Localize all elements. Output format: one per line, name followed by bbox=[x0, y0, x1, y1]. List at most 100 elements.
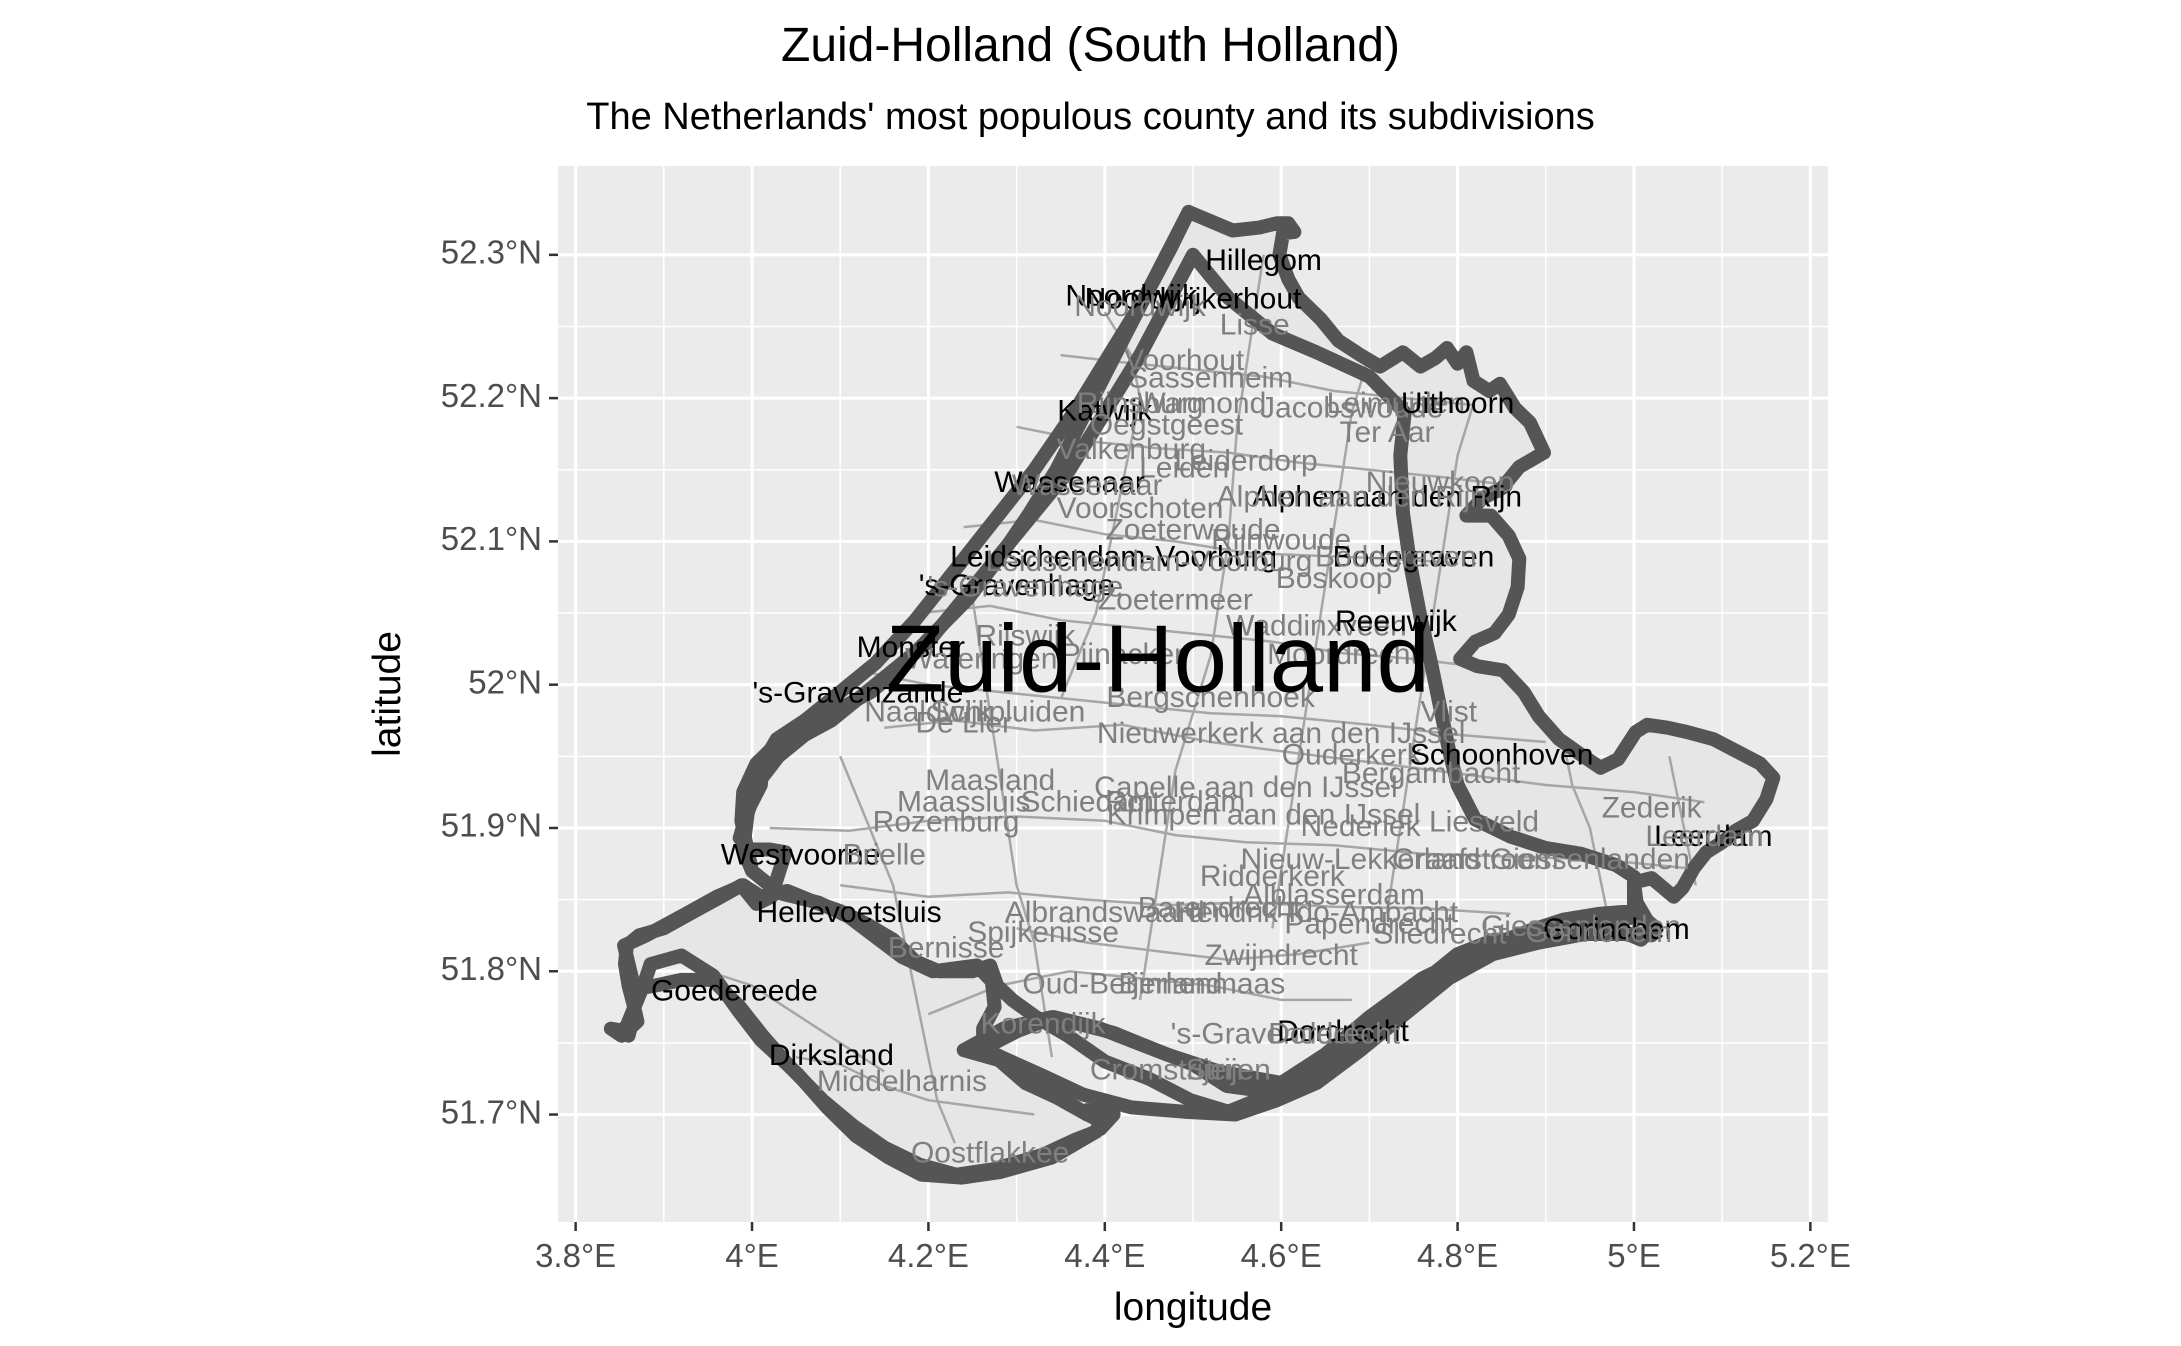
municipality-label: Dirksland bbox=[769, 1039, 894, 1072]
municipality-label: Waddinxveen bbox=[1226, 609, 1407, 642]
municipality-label: Rozenburg bbox=[873, 806, 1020, 839]
municipality-label: Hendrik-Ido-Ambacht bbox=[1175, 896, 1459, 929]
municipality-label: Brielle bbox=[843, 839, 926, 872]
municipality-label: Middelharnis bbox=[817, 1065, 987, 1098]
municipality-label: Oostflakkee bbox=[911, 1137, 1069, 1170]
municipality-label: Goedereede bbox=[651, 975, 818, 1008]
municipality-label: Nieuw-Lekkerland bbox=[1241, 843, 1481, 876]
municipality-borders bbox=[707, 254, 1705, 1144]
municipality-border bbox=[1016, 425, 1502, 486]
municipality-label: 's-Gravenhage bbox=[928, 571, 1124, 604]
municipality-label: Zederik bbox=[1602, 791, 1703, 824]
y-tick-label: 52.3°N bbox=[441, 234, 542, 271]
municipality-label: Alphen aan den Rijn bbox=[1217, 480, 1487, 513]
municipality-label: Giessenlanden bbox=[1481, 910, 1681, 943]
province-label: Zuid-Holland bbox=[886, 605, 1430, 712]
province-fill bbox=[624, 211, 1774, 1178]
municipality-label: Wassenaar bbox=[994, 466, 1145, 499]
y-tick-label: 51.8°N bbox=[441, 950, 542, 987]
y-axis: 51.7°N 51.8°N 51.9°N 52°N 52.1°N 52.2°N 52.3°N bbox=[441, 234, 558, 1130]
municipality-label: Bergambacht bbox=[1342, 757, 1521, 790]
municipality-label: Capelle aan den IJssel bbox=[1094, 771, 1398, 804]
municipality-label: Alphen aan den Rijn bbox=[1252, 480, 1522, 513]
municipality-label: Rijnsburg bbox=[1077, 387, 1204, 420]
municipality-label: Gorinchem bbox=[1543, 913, 1690, 946]
municipality-label: Nieuwerkerk aan den IJssel bbox=[1097, 717, 1466, 750]
municipality-label: Zoetermeer bbox=[1098, 584, 1253, 617]
municipality-label: Korendijk bbox=[981, 1008, 1107, 1041]
x-axis-title: longitude bbox=[1114, 1286, 1272, 1329]
municipality-label: Papendrecht bbox=[1284, 907, 1455, 940]
municipality-label: Giessenlanden bbox=[1490, 843, 1690, 876]
municipality-label: Ter Aar bbox=[1340, 416, 1435, 449]
municipality-label: Oud-Beijerland bbox=[1022, 968, 1222, 1001]
municipality-label: Ridderkerk bbox=[1200, 860, 1346, 893]
province-area bbox=[624, 211, 1774, 1178]
municipality-label: Schipluiden bbox=[930, 695, 1085, 728]
coast-outline bbox=[632, 972, 1121, 1182]
municipality-label: Schiedam bbox=[1020, 786, 1153, 819]
municipality-label: Wateringen bbox=[905, 642, 1057, 675]
municipality-label: Albrandswaard bbox=[1005, 896, 1205, 929]
x-tick-label: 4.2°E bbox=[888, 1237, 969, 1274]
municipality-label: Strijen bbox=[1186, 1053, 1271, 1086]
y-tick-label: 52°N bbox=[468, 663, 542, 700]
municipality-border bbox=[769, 815, 1688, 870]
municipality-label: Boskoop bbox=[1276, 562, 1393, 595]
chart-title: Zuid-Holland (South Holland) bbox=[781, 19, 1400, 72]
municipality-label: Bodegraven bbox=[1333, 541, 1495, 574]
municipality-label: Barendrecht bbox=[1138, 892, 1302, 925]
municipality-label: Graafstroom bbox=[1392, 843, 1559, 876]
municipality-border bbox=[857, 669, 1546, 744]
municipality-label: Alblasserdam bbox=[1243, 879, 1425, 912]
municipality-border bbox=[1138, 254, 1265, 1001]
municipality-label: Noordwijk bbox=[1074, 290, 1207, 323]
municipality-label: Pijnacker bbox=[1061, 638, 1184, 671]
municipality-labels: HillegomHillegomNoordwijkNoordwijkerhout… bbox=[651, 244, 1773, 1170]
municipality-label: Lisse bbox=[1220, 308, 1290, 341]
municipality-label: Noordwijk bbox=[1065, 280, 1198, 313]
municipality-label: Noordwijkerhout bbox=[1085, 283, 1302, 316]
municipality-border bbox=[1059, 311, 1142, 700]
municipality-label: 's-Gravenhage bbox=[919, 569, 1115, 602]
coast-outline bbox=[976, 927, 1659, 1122]
municipality-label: Voorschoten bbox=[1057, 492, 1224, 525]
y-tick-label: 52.2°N bbox=[441, 377, 542, 414]
province-outline bbox=[603, 204, 1781, 1185]
municipality-label: Bergschenhoek bbox=[1106, 681, 1315, 714]
municipality-label: Dordrecht bbox=[1277, 1015, 1409, 1048]
municipality-label: Schoonhoven bbox=[1410, 738, 1594, 771]
municipality-label: Dordrecht bbox=[1268, 1018, 1400, 1051]
coast-outline bbox=[775, 886, 984, 979]
municipality-label: Leerdam bbox=[1645, 820, 1763, 853]
municipality-label: 's-Gravendeel bbox=[1171, 1018, 1357, 1051]
municipality-border bbox=[919, 604, 1485, 669]
municipality-label: Ouderkerk bbox=[1282, 738, 1423, 771]
municipality-label: Maassluis bbox=[897, 786, 1030, 819]
municipality-label: Nederlek bbox=[1301, 810, 1422, 843]
x-axis: 3.8°E 4°E 4.2°E 4.4°E 4.6°E 4.8°E 5°E 5.2°E bbox=[535, 1222, 1851, 1274]
x-tick-label: 4.6°E bbox=[1241, 1237, 1322, 1274]
municipality-label: Uithoorn bbox=[1401, 387, 1514, 420]
municipality-label: Valkenburg bbox=[1056, 433, 1206, 466]
municipality-label: Rotterdam bbox=[1105, 786, 1245, 819]
municipality-label: Nieuwkoop bbox=[1366, 466, 1514, 499]
municipality-label: Leidschendam-Voorburg bbox=[985, 545, 1312, 578]
municipality-label: Vlist bbox=[1420, 695, 1477, 728]
municipality-label: Oegstgeest bbox=[1090, 409, 1244, 442]
y-axis-title: latitude bbox=[366, 631, 409, 757]
municipality-label: Rijswijk bbox=[975, 619, 1076, 652]
municipality-label: Binnenmaas bbox=[1118, 968, 1285, 1001]
municipality-label: Krimpen aan den IJssel bbox=[1107, 798, 1421, 831]
municipality-label: Westvoorne bbox=[721, 839, 881, 872]
municipality-border bbox=[1271, 354, 1371, 929]
municipality-border bbox=[840, 884, 1511, 916]
municipality-label: Hillegom bbox=[1205, 244, 1322, 277]
municipality-label: Naaldwijk bbox=[864, 695, 993, 728]
municipality-label: Katwijk bbox=[1057, 394, 1153, 427]
x-tick-label: 4.4°E bbox=[1064, 1237, 1145, 1274]
municipality-label: Rijnwoude bbox=[1211, 523, 1351, 556]
x-tick-label: 5°E bbox=[1607, 1237, 1661, 1274]
y-tick-label: 51.7°N bbox=[441, 1093, 542, 1130]
